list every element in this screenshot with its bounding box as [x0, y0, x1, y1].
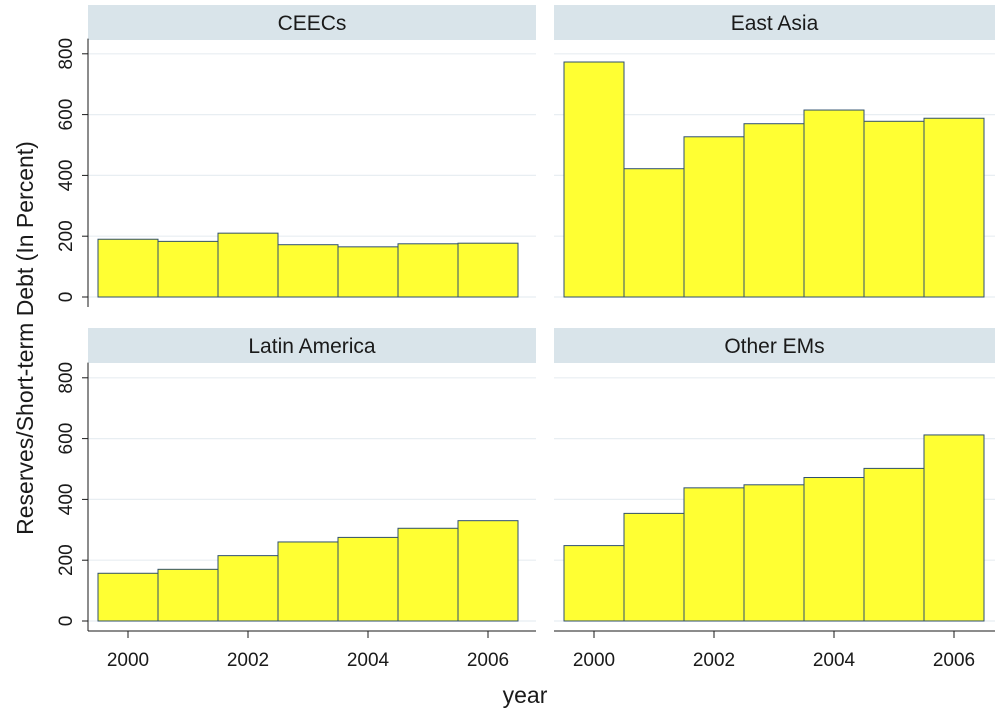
y-tick-label: 200 [56, 544, 77, 576]
bar-2006 [457, 520, 519, 622]
y-tick-label: 600 [56, 423, 77, 455]
bar-2006 [923, 434, 985, 622]
bar-2006 [923, 117, 985, 298]
bar-2001 [157, 568, 219, 622]
y-tick-label: 800 [56, 38, 77, 70]
x-tick-label: 2006 [467, 650, 509, 671]
bar-2003 [277, 244, 339, 298]
panel-strip [554, 328, 995, 363]
y-tick-label: 200 [56, 220, 77, 252]
panel-other-ems: Other EMs 2000 2002 2004 2006 [554, 328, 995, 671]
x-tick-label: 2006 [933, 650, 975, 671]
panel-title: Latin America [248, 335, 376, 358]
x-tick-label: 2004 [347, 650, 390, 671]
x-axis-title: year [503, 682, 548, 708]
y-axis-title: Reserves/Short-term Debt (In Percent) [12, 141, 38, 535]
bar-2000 [97, 238, 159, 298]
x-tick-label: 2000 [107, 650, 149, 671]
y-tick-label: 600 [56, 99, 77, 131]
panels-layer: CEECs 0 200 400 600 800 East Asia Latin America… [56, 5, 995, 671]
bar-2006 [457, 242, 519, 298]
panel-east-asia: East Asia [554, 5, 995, 298]
y-tick-label: 800 [56, 362, 77, 394]
x-tick-label: 2002 [693, 650, 735, 671]
bar-2003 [277, 541, 339, 622]
bar-2004 [803, 109, 865, 298]
bar-2004 [337, 536, 399, 622]
x-tick-label: 2000 [573, 650, 615, 671]
panel-strip [88, 328, 536, 363]
bar-2002 [683, 487, 745, 622]
bar-2005 [863, 467, 925, 622]
panel-title: East Asia [731, 12, 819, 35]
panel-latin-america: Latin America 0 200 400 600 800 2000 2002 2004 20… [56, 328, 536, 671]
bar-2001 [157, 240, 219, 298]
bar-2001 [623, 512, 685, 622]
bar-2003 [743, 123, 805, 298]
bar-2001 [623, 168, 685, 298]
bar-2003 [743, 484, 805, 622]
panel-ceecs: CEECs 0 200 400 600 800 [56, 5, 536, 307]
bar-2002 [683, 136, 745, 298]
panel-strip [554, 5, 995, 40]
bar-2005 [863, 120, 925, 298]
x-tick-label: 2002 [227, 650, 269, 671]
bar-2002 [217, 232, 279, 298]
panel-title: CEECs [278, 12, 347, 35]
y-tick-label: 0 [56, 292, 77, 303]
bar-2002 [217, 555, 279, 622]
y-tick-label: 400 [56, 160, 77, 192]
bar-2000 [563, 545, 625, 622]
panel-title: Other EMs [724, 335, 824, 358]
y-tick-label: 400 [56, 484, 77, 516]
y-tick-label: 0 [56, 616, 77, 627]
bar-2004 [337, 246, 399, 298]
bar-2000 [97, 572, 159, 622]
bar-2005 [397, 243, 459, 298]
x-tick-label: 2004 [813, 650, 856, 671]
bar-2004 [803, 477, 865, 622]
panel-strip [88, 5, 536, 40]
bar-2005 [397, 527, 459, 622]
bar-2000 [563, 61, 625, 298]
